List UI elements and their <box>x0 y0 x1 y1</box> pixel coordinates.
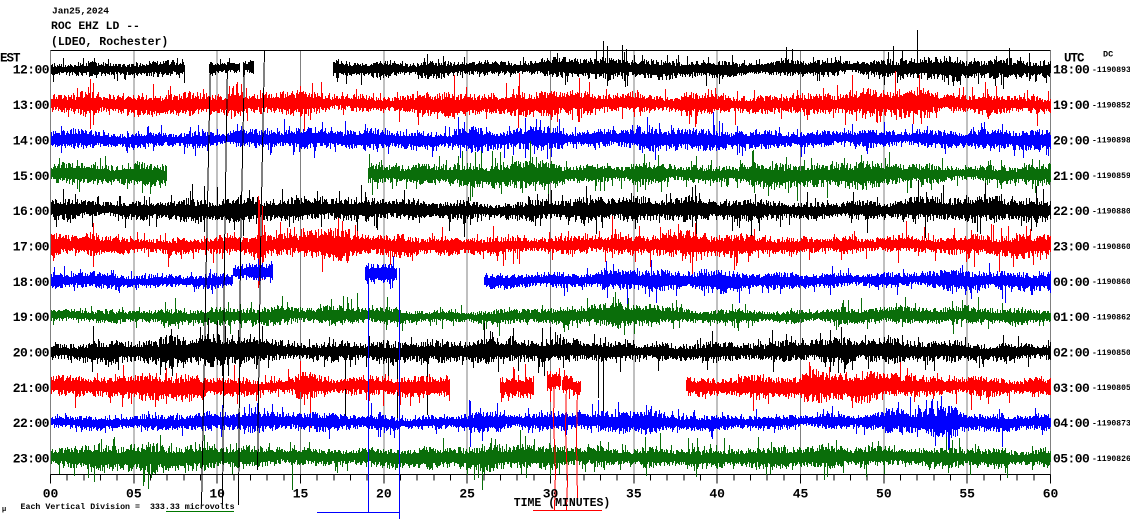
svg-text:21:00: 21:00 <box>1053 169 1090 184</box>
svg-text:-1190860: -1190860 <box>1092 278 1130 287</box>
svg-text:30: 30 <box>543 487 559 502</box>
svg-text:-1190852: -1190852 <box>1092 101 1130 110</box>
svg-text:23:00: 23:00 <box>13 452 50 467</box>
svg-text:02:00: 02:00 <box>1053 346 1090 361</box>
svg-text:Jan25,2024: Jan25,2024 <box>52 6 109 17</box>
svg-text:20:00: 20:00 <box>1053 133 1090 148</box>
svg-text:40: 40 <box>709 487 725 502</box>
svg-text:19:00: 19:00 <box>1053 98 1090 113</box>
svg-text:DC: DC <box>1103 50 1113 60</box>
svg-text:03:00: 03:00 <box>1053 381 1090 396</box>
svg-text:-1190862: -1190862 <box>1092 313 1130 322</box>
svg-text:14:00: 14:00 <box>13 133 50 148</box>
svg-text:25: 25 <box>459 487 475 502</box>
svg-text:05:00: 05:00 <box>1053 452 1090 467</box>
svg-text:01:00: 01:00 <box>1053 310 1090 325</box>
svg-text:ROC EHZ LD --: ROC EHZ LD -- <box>51 21 140 33</box>
svg-text:00:00: 00:00 <box>1053 275 1090 290</box>
svg-text:20: 20 <box>376 487 392 502</box>
svg-text:-1190859: -1190859 <box>1092 172 1130 181</box>
svg-text:-1190850: -1190850 <box>1092 349 1130 358</box>
svg-text:EST: EST <box>0 52 21 66</box>
svg-text:17:00: 17:00 <box>13 239 50 254</box>
svg-text:-1190873: -1190873 <box>1092 420 1130 429</box>
svg-text:-1190893: -1190893 <box>1092 66 1130 75</box>
svg-text:04:00: 04:00 <box>1053 416 1090 431</box>
svg-text:12:00: 12:00 <box>13 63 50 78</box>
svg-text:µ: µ <box>2 506 6 514</box>
svg-text:45: 45 <box>793 487 809 502</box>
svg-text:05: 05 <box>126 487 142 502</box>
svg-text:18:00: 18:00 <box>1053 63 1090 78</box>
svg-text:50: 50 <box>876 487 892 502</box>
svg-text:22:00: 22:00 <box>13 416 50 431</box>
svg-text:16:00: 16:00 <box>13 204 50 219</box>
svg-text:TIME (MINUTES): TIME (MINUTES) <box>514 497 611 510</box>
svg-text:15:00: 15:00 <box>13 169 50 184</box>
svg-text:35: 35 <box>626 487 642 502</box>
svg-text:55: 55 <box>959 487 975 502</box>
svg-text:19:00: 19:00 <box>13 310 50 325</box>
svg-text:(LDEO, Rochester): (LDEO, Rochester) <box>51 36 168 49</box>
svg-text:20:00: 20:00 <box>13 346 50 361</box>
svg-text:10: 10 <box>209 487 225 502</box>
svg-text:-1190880: -1190880 <box>1092 207 1130 216</box>
svg-text:-1190805: -1190805 <box>1092 384 1130 393</box>
svg-text:22:00: 22:00 <box>1053 204 1090 219</box>
svg-text:15: 15 <box>293 487 309 502</box>
svg-text:21:00: 21:00 <box>13 381 50 396</box>
svg-text:23:00: 23:00 <box>1053 239 1090 254</box>
svg-text:13:00: 13:00 <box>13 98 50 113</box>
svg-text:00: 00 <box>43 487 59 502</box>
svg-text:-1190860: -1190860 <box>1092 243 1130 252</box>
svg-text:Each Vertical Division = 333.: Each Vertical Division = 333.33 microvol… <box>21 502 235 512</box>
svg-text:60: 60 <box>1043 487 1059 502</box>
svg-text:-1190826: -1190826 <box>1092 455 1130 464</box>
svg-text:UTC: UTC <box>1064 52 1085 66</box>
svg-text:18:00: 18:00 <box>13 275 50 290</box>
svg-text:-1190898: -1190898 <box>1092 137 1130 146</box>
